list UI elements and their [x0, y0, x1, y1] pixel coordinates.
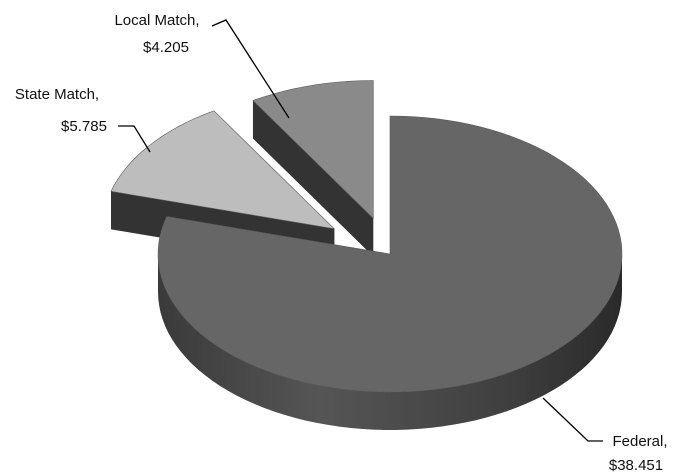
federal-label-value: $38.451 [609, 457, 663, 474]
federal-slice [157, 115, 623, 430]
federal-label-name: Federal, [612, 433, 667, 450]
local-match-top [252, 80, 374, 220]
state-match-leader [118, 125, 151, 153]
state-match-label-name: State Match, [15, 86, 99, 103]
federal-top [157, 115, 623, 393]
state-match-top [110, 110, 336, 230]
local-match-slice [252, 80, 374, 257]
state-match-label-value: $5.785 [61, 118, 107, 135]
local-match-wall-0 [252, 100, 374, 257]
local-match-label-value: $4.205 [143, 39, 189, 56]
federal-leader [542, 397, 603, 442]
local-match-leader [211, 19, 290, 119]
local-match-label-name: Local Match, [114, 12, 199, 29]
federal-side [158, 254, 622, 430]
